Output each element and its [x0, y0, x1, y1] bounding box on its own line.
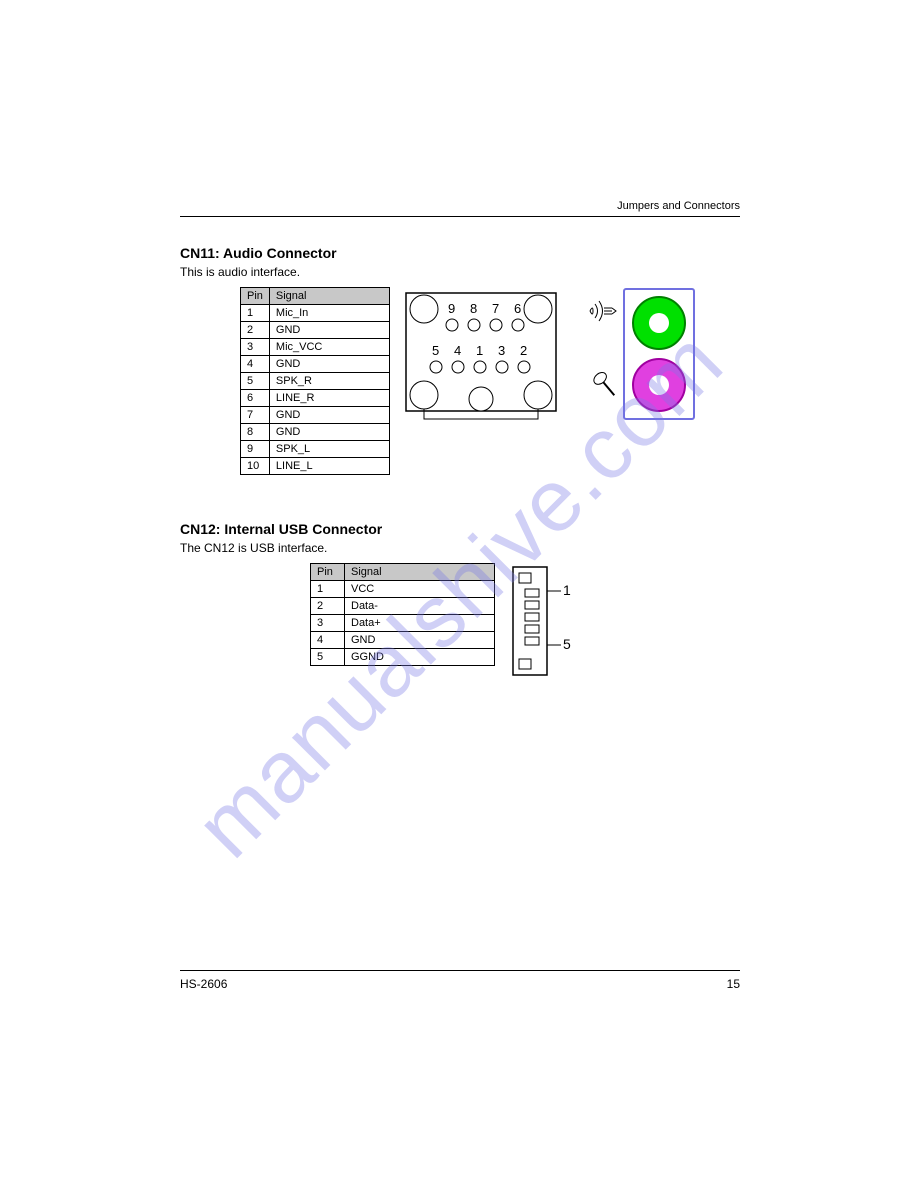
table-row: 1VCC: [311, 581, 495, 598]
footer-product: HS-2606: [180, 977, 227, 991]
mic-icon: [591, 370, 619, 400]
page-content: Jumpers and Connectors CN11: Audio Conne…: [180, 200, 740, 683]
speaker-icon: [590, 301, 616, 321]
table-row: 7GND: [241, 407, 390, 424]
th-pin: Pin: [241, 288, 270, 305]
audio-desc: This is audio interface.: [180, 265, 740, 279]
pin-label: 3: [498, 343, 505, 358]
table-row: 3Mic_VCC: [241, 339, 390, 356]
table-row: 10LINE_L: [241, 458, 390, 475]
th-signal: Signal: [269, 288, 389, 305]
pin-label: 2: [520, 343, 527, 358]
pin-label: 1: [563, 582, 571, 598]
page-footer: HS-2606 15: [180, 970, 740, 991]
pin-label: 5: [432, 343, 439, 358]
table-row: 2GND: [241, 322, 390, 339]
usb-desc: The CN12 is USB interface.: [180, 541, 740, 555]
table-row: 1Mic_In: [241, 305, 390, 322]
pin-label: 9: [448, 301, 455, 316]
footer-page-number: 15: [727, 977, 740, 991]
table-row: 4GND: [241, 356, 390, 373]
table-row: 9SPK_L: [241, 441, 390, 458]
table-row: 8GND: [241, 424, 390, 441]
usb-connector-diagram: 1 5: [509, 563, 579, 683]
usb-pin-table: Pin Signal 1VCC 2Data- 3Data+ 4GND 5GGND: [310, 563, 495, 666]
audio-jack-panel: [588, 287, 698, 427]
audio-connector-diagram: 9 8 7 6 5 4 1 3 2: [404, 287, 574, 427]
audio-heading: CN11: Audio Connector: [180, 245, 740, 261]
pin-label: 8: [470, 301, 477, 316]
top-rule: [180, 216, 740, 217]
usb-heading: CN12: Internal USB Connector: [180, 521, 740, 537]
audio-row: Pin Signal 1Mic_In 2GND 3Mic_VCC 4GND 5S…: [240, 287, 740, 475]
th-signal: Signal: [345, 564, 495, 581]
pin-label: 5: [563, 636, 571, 652]
audio-pin-table: Pin Signal 1Mic_In 2GND 3Mic_VCC 4GND 5S…: [240, 287, 390, 475]
usb-row: Pin Signal 1VCC 2Data- 3Data+ 4GND 5GGND…: [310, 563, 740, 683]
table-row: 5SPK_R: [241, 373, 390, 390]
bottom-rule: [180, 970, 740, 971]
pin-label: 4: [454, 343, 461, 358]
section-title: Jumpers and Connectors: [180, 200, 740, 212]
pin-label: 7: [492, 301, 499, 316]
pin-label: 6: [514, 301, 521, 316]
table-row: 4GND: [311, 632, 495, 649]
pin-label: 1: [476, 343, 483, 358]
table-row: 3Data+: [311, 615, 495, 632]
table-row: 5GGND: [311, 649, 495, 666]
table-row: 6LINE_R: [241, 390, 390, 407]
table-row: 2Data-: [311, 598, 495, 615]
th-pin: Pin: [311, 564, 345, 581]
